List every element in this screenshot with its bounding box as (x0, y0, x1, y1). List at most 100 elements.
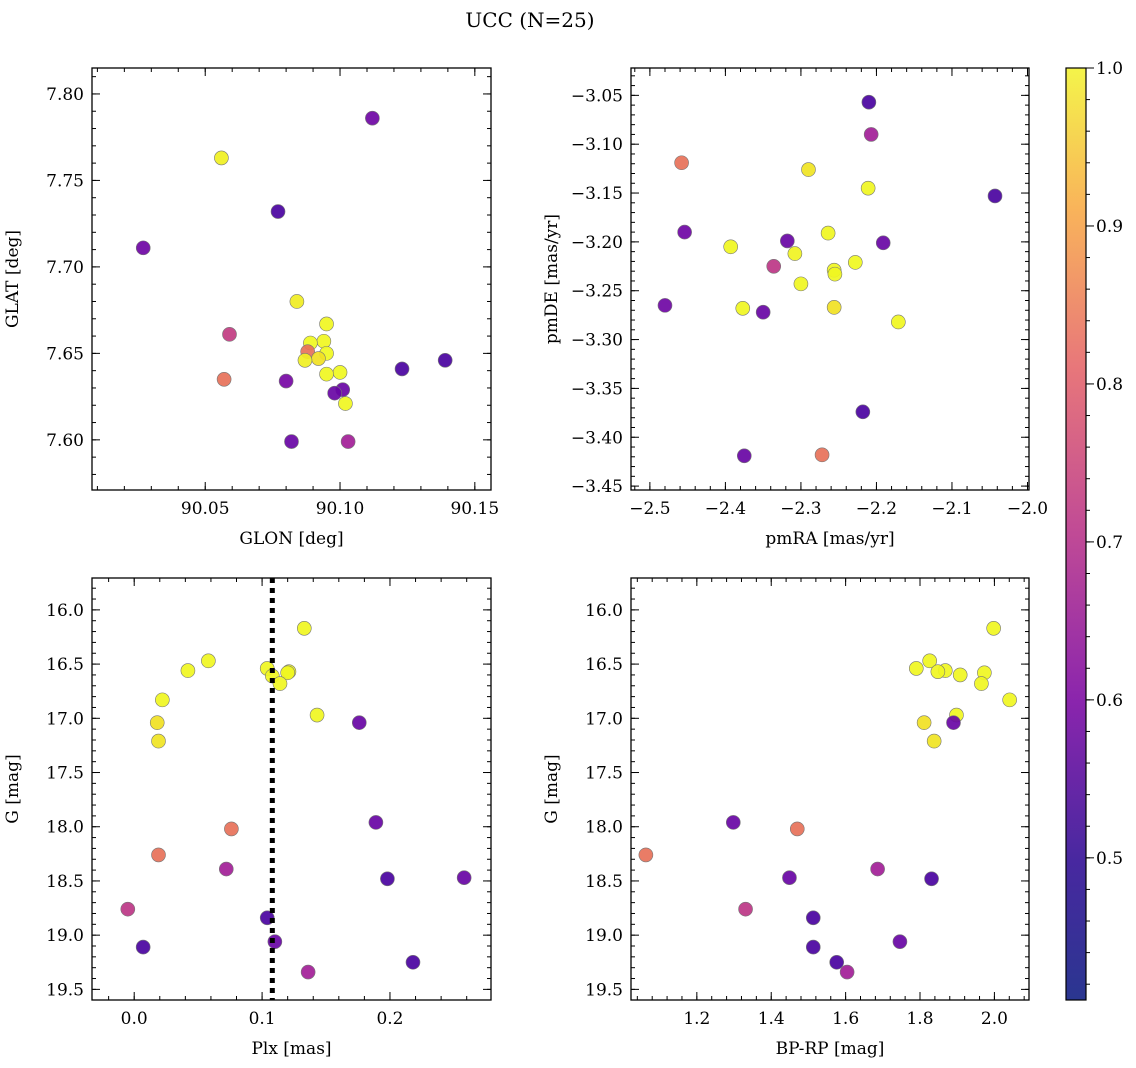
colorbar-tick-label: 0.7 (1096, 533, 1123, 553)
ticks (92, 68, 491, 490)
scatter-point (405, 954, 421, 970)
scatter-point (380, 871, 395, 887)
y-tick-label: 16.0 (585, 601, 623, 621)
scatter-point (829, 954, 844, 970)
y-tick-label: 17.0 (46, 709, 84, 729)
x-tick-label: 2.0 (981, 1009, 1008, 1029)
scatter-point (986, 621, 1001, 636)
x-tick-label: 1.4 (758, 1009, 785, 1029)
x-tick-label: 0.0 (121, 1009, 148, 1029)
figure-title: UCC (N=25) (465, 8, 594, 32)
x-tick-label: −2.2 (856, 499, 897, 519)
x-tick-label: −2.4 (705, 499, 746, 519)
scatter-point (855, 404, 871, 420)
scatter-point (297, 352, 313, 368)
scatter-point (135, 240, 151, 256)
scatter-point (870, 861, 885, 877)
scatter-point (805, 910, 821, 926)
x-axis-label: pmRA [mas/yr] (765, 529, 894, 549)
y-axis-label: pmDE [mas/yr] (542, 214, 562, 344)
scatter-point (365, 110, 380, 126)
scatter-point (755, 304, 771, 320)
scatter-point (340, 434, 356, 449)
panel-bprp-g: 1.2 1.4 1.6 1.8 2.0 16.0 16.5 17.0 17.5 18.0 18.5 1… (542, 577, 1030, 1059)
y-tick-label: 19.5 (585, 980, 623, 1000)
scatter-point (456, 870, 472, 885)
x-tick-label: 1.2 (683, 1009, 710, 1029)
scatter-point (782, 870, 797, 885)
scatter-point (924, 871, 939, 887)
scatter-point (319, 366, 334, 382)
scatter-point (987, 188, 1003, 204)
x-tick-label: 1.6 (832, 1009, 859, 1029)
points (120, 621, 472, 980)
y-axis-label: G [mag] (3, 754, 23, 823)
scatter-point (801, 162, 816, 177)
scatter-point (863, 127, 879, 142)
x-axis-label: Plx [mas] (251, 1039, 331, 1059)
y-tick-label: 18.0 (585, 818, 623, 838)
scatter-point (270, 204, 286, 219)
panel-pmra-pmde: −2.5 −2.4 −2.3 −2.2 −2.1 −2.0 −3.45 −3.40 −3.35 −… (542, 67, 1048, 549)
scatter-point (316, 333, 332, 349)
scatter-point (930, 664, 946, 679)
scatter-point (272, 676, 288, 691)
scatter-point (677, 224, 692, 240)
scatter-point (216, 372, 232, 387)
x-tick-label: 1.8 (906, 1009, 933, 1029)
scatter-point (151, 847, 166, 863)
scatter-point (861, 94, 877, 110)
scatter-point (789, 821, 805, 837)
scatter-point (875, 235, 891, 251)
scatter-point (736, 448, 752, 464)
ticks (631, 578, 1029, 1000)
scatter-point (300, 964, 316, 980)
scatter-point (780, 233, 795, 249)
scatter-point (735, 301, 751, 316)
colorbar-tick-label: 1.0 (1096, 59, 1123, 79)
x-tick-label: −2.0 (1007, 499, 1048, 519)
scatter-point (351, 715, 367, 730)
scatter-point (787, 246, 803, 261)
y-tick-label: −3.15 (571, 184, 623, 204)
x-axis-label: GLON [deg] (239, 529, 343, 549)
y-tick-label: 7.70 (46, 258, 84, 278)
colorbar: 0.5 0.6 0.7 0.8 0.9 1.0 (1065, 59, 1123, 1001)
y-tick-label: 18.5 (46, 872, 84, 892)
scatter-point (224, 821, 239, 837)
scatter-point (793, 276, 809, 292)
scatter-point (280, 665, 295, 681)
x-tick-label: 90.10 (316, 499, 365, 519)
scatter-point (674, 155, 689, 171)
scatter-point (120, 901, 136, 917)
scatter-point (916, 715, 932, 730)
colorbar-gradient (1065, 67, 1087, 1001)
y-tick-label: 18.5 (585, 872, 623, 892)
scatter-point (638, 847, 654, 863)
y-tick-label: −3.20 (571, 233, 623, 253)
y-tick-label: 7.80 (46, 85, 84, 105)
scatter-point (839, 964, 855, 980)
scatter-point (814, 447, 830, 463)
scatter-point (1002, 692, 1017, 708)
y-tick-label: 17.5 (46, 764, 84, 784)
points (135, 110, 453, 449)
ticks (631, 68, 1029, 490)
scatter-point (278, 373, 294, 389)
scatter-point (766, 259, 782, 274)
x-tick-label: −2.1 (931, 499, 972, 519)
scatter-point (151, 733, 166, 749)
panel-plx-g: 0.0 0.1 0.2 16.0 16.5 17.0 17.5 18.0 18.5 19.0 19.… (3, 577, 492, 1059)
plot-frame (91, 577, 492, 1001)
scatter-point (327, 385, 342, 401)
scatter-point (723, 239, 738, 255)
colorbar-tick-label: 0.5 (1096, 849, 1123, 869)
y-tick-label: 16.5 (585, 655, 623, 675)
y-tick-label: 7.75 (46, 171, 84, 191)
scatter-point (319, 316, 334, 332)
x-tick-label: 90.05 (181, 499, 230, 519)
y-tick-label: 19.5 (46, 980, 84, 1000)
x-tick-label: −2.5 (629, 499, 670, 519)
scatter-point (296, 621, 312, 636)
scatter-point (289, 294, 305, 309)
